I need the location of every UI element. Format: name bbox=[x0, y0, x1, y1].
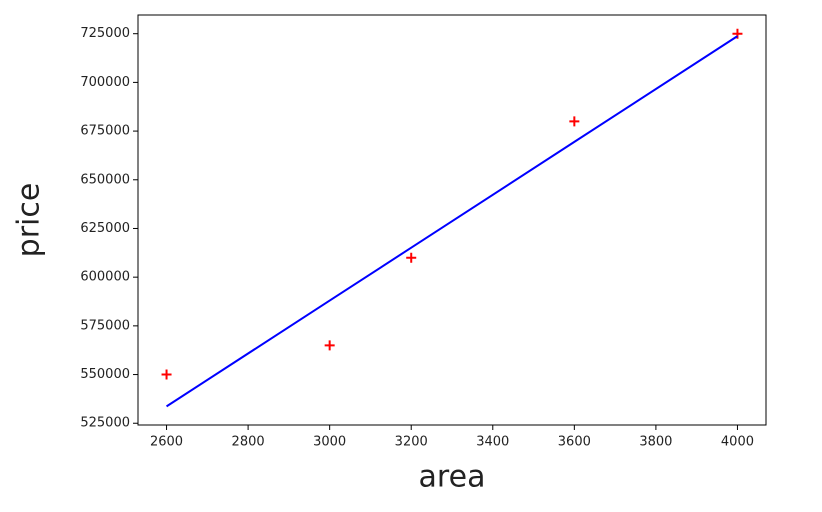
plot-frame bbox=[137, 14, 767, 426]
x-tick-label: 3400 bbox=[476, 435, 509, 450]
data-point bbox=[161, 369, 172, 380]
x-tick-label: 2600 bbox=[150, 435, 183, 450]
y-tick-label: 625000 bbox=[80, 221, 130, 236]
data-point bbox=[406, 252, 417, 263]
y-tick-label: 725000 bbox=[80, 26, 130, 41]
x-axis-title: area bbox=[419, 460, 486, 495]
x-tick-label: 4000 bbox=[721, 435, 754, 450]
y-tick-label: 575000 bbox=[80, 318, 130, 333]
y-tick-label: 525000 bbox=[80, 416, 130, 431]
y-tick-label: 600000 bbox=[80, 270, 130, 285]
y-tick-label: 550000 bbox=[80, 367, 130, 382]
regression-line bbox=[166, 35, 738, 408]
x-tick-label: 3600 bbox=[558, 435, 591, 450]
x-tick-label: 2800 bbox=[232, 435, 265, 450]
x-tick-label: 3000 bbox=[313, 435, 346, 450]
data-point bbox=[569, 116, 580, 127]
y-tick-label: 700000 bbox=[80, 75, 130, 90]
data-point bbox=[324, 340, 335, 351]
x-tick-label: 3800 bbox=[639, 435, 672, 450]
y-axis-title: price bbox=[12, 183, 47, 258]
x-tick-label: 3200 bbox=[395, 435, 428, 450]
y-tick-label: 650000 bbox=[80, 172, 130, 187]
y-tick-label: 675000 bbox=[80, 124, 130, 139]
